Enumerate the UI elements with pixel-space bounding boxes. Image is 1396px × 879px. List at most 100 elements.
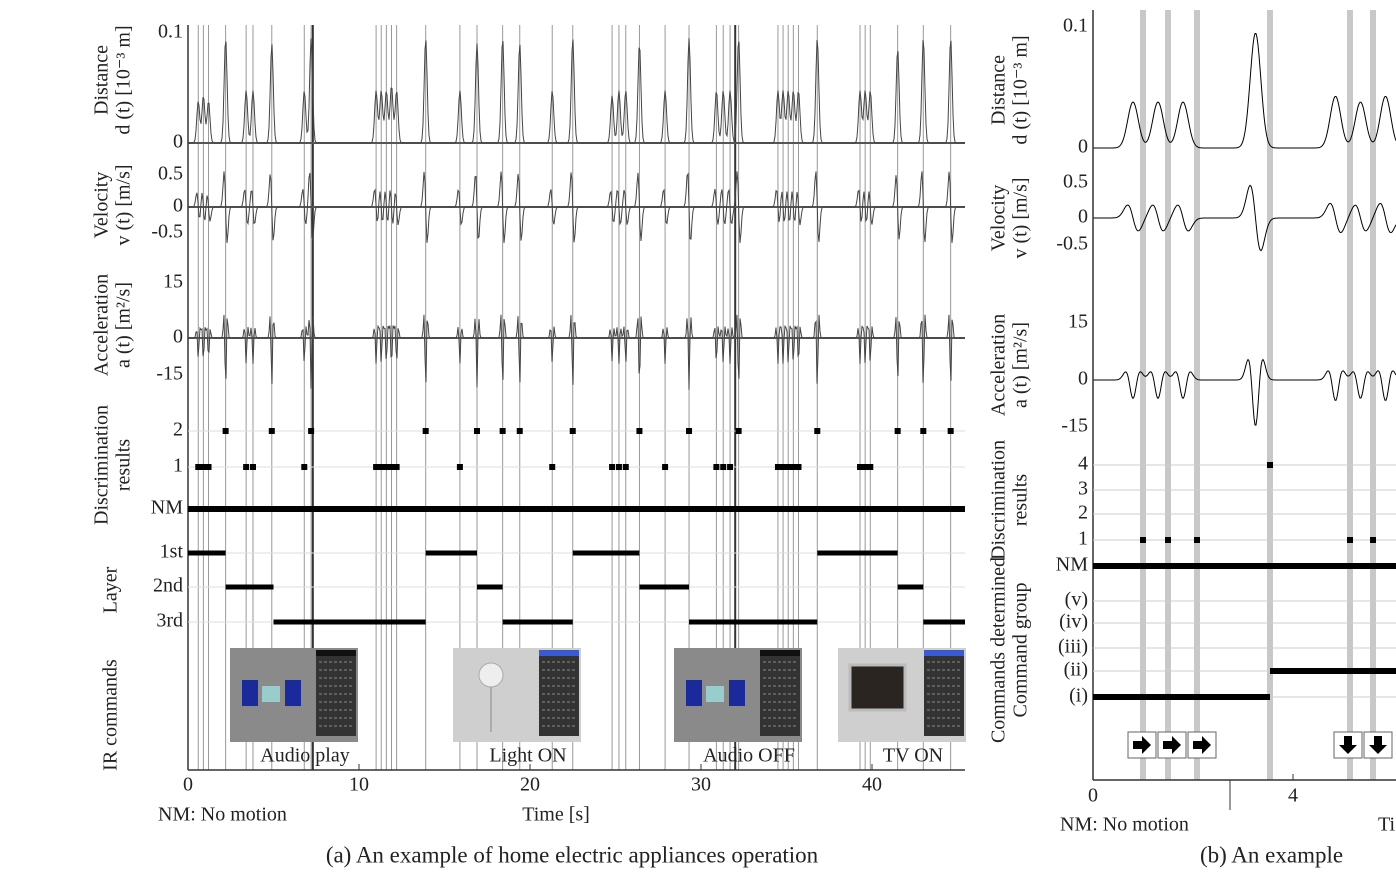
y-tick-label: -0.5 bbox=[1056, 233, 1088, 255]
x-label: Ti bbox=[1378, 814, 1396, 836]
y-tick-label: 2 bbox=[173, 419, 183, 441]
discrimination-dot bbox=[867, 464, 874, 470]
y-tick-label: 1st bbox=[160, 541, 184, 563]
caption: (b) An example bbox=[1200, 842, 1343, 867]
y-tick-label: 1 bbox=[173, 455, 183, 477]
row-title: Velocity bbox=[91, 172, 113, 239]
discrimination-dot bbox=[195, 464, 202, 470]
discrimination-dot bbox=[1194, 537, 1200, 543]
discrimination-dot bbox=[1267, 462, 1273, 468]
row-title: Acceleration bbox=[91, 274, 113, 376]
tv bbox=[848, 663, 907, 712]
remote-panel bbox=[760, 650, 800, 736]
note: NM: No motion bbox=[158, 804, 287, 826]
command-label: Light ON bbox=[489, 745, 566, 767]
discrimination-dot bbox=[249, 464, 256, 470]
discrimination-dot bbox=[378, 464, 385, 470]
y-tick-label: (iv) bbox=[1059, 611, 1088, 633]
y-tick-label: 2 bbox=[1078, 502, 1088, 524]
y-tick-label: 15 bbox=[1068, 311, 1088, 333]
discrimination-dot bbox=[720, 464, 727, 470]
remote-header bbox=[539, 650, 579, 656]
player bbox=[706, 686, 724, 702]
row-unit: Command group bbox=[1010, 583, 1032, 718]
x-tick-label: 0 bbox=[183, 774, 193, 796]
discrimination-dot bbox=[393, 464, 400, 470]
event-band bbox=[1165, 10, 1171, 780]
discrimination-dot bbox=[862, 464, 869, 470]
discrimination-dot bbox=[301, 464, 308, 470]
arrow bbox=[1193, 736, 1211, 754]
caption: (a) An example of home electric applianc… bbox=[326, 842, 819, 867]
player bbox=[262, 686, 280, 702]
y-tick-label: 15 bbox=[163, 271, 183, 293]
discrimination-dot bbox=[388, 464, 395, 470]
remote-header bbox=[924, 650, 964, 656]
row-title: Discrimination bbox=[91, 405, 113, 525]
x-label: Time [s] bbox=[522, 804, 590, 826]
discrimination-dot bbox=[200, 464, 207, 470]
y-tick-label: 4 bbox=[1078, 453, 1088, 475]
discrimination-dot bbox=[549, 464, 556, 470]
y-tick-label: -0.5 bbox=[151, 221, 183, 243]
discrimination-dot bbox=[609, 464, 616, 470]
row-title: Acceleration bbox=[988, 314, 1010, 416]
discrimination-dot bbox=[222, 428, 229, 434]
event-band bbox=[1347, 10, 1353, 780]
discrimination-dot bbox=[499, 428, 506, 434]
row-unit: results bbox=[113, 439, 135, 491]
discrimination-dot bbox=[814, 428, 821, 434]
y-tick-label: -15 bbox=[1061, 415, 1088, 437]
row-title: Distance bbox=[91, 45, 113, 115]
y-tick-label: 0 bbox=[173, 326, 183, 348]
y-tick-label: 0.5 bbox=[1063, 171, 1088, 193]
discrimination-dot bbox=[205, 464, 212, 470]
y-tick-label: 0 bbox=[173, 131, 183, 153]
bulb bbox=[478, 662, 504, 688]
event-band bbox=[1267, 10, 1273, 780]
acceleration-wave bbox=[1093, 358, 1396, 426]
x-tick-label: 40 bbox=[862, 774, 882, 796]
discrimination-dot bbox=[308, 428, 315, 434]
discrimination-dot bbox=[569, 428, 576, 434]
row-title: IR commands bbox=[100, 659, 122, 771]
discrimination-dot bbox=[1370, 537, 1376, 543]
discrimination-dot bbox=[947, 428, 954, 434]
discrimination-dot bbox=[774, 464, 781, 470]
event-band bbox=[1370, 10, 1376, 780]
row-unit: a (t) [m²/s] bbox=[113, 282, 135, 368]
discrimination-dot bbox=[920, 428, 927, 434]
command-label: Audio OFF bbox=[703, 745, 795, 767]
x-tick-label: 20 bbox=[520, 774, 540, 796]
y-tick-label: 0 bbox=[1078, 206, 1088, 228]
command-label: TV ON bbox=[883, 745, 943, 767]
row-unit: d (t) [10⁻³ m] bbox=[1010, 35, 1032, 144]
discrimination-dot bbox=[636, 428, 643, 434]
y-tick-label: -15 bbox=[156, 363, 183, 385]
speaker bbox=[242, 680, 258, 706]
x-tick-label: 0 bbox=[1088, 785, 1098, 807]
row-unit: a (t) [m²/s] bbox=[1010, 322, 1032, 408]
y-tick-label: 0 bbox=[173, 195, 183, 217]
y-tick-label: 0 bbox=[1078, 136, 1088, 158]
y-tick-label: (ii) bbox=[1064, 659, 1088, 681]
discrimination-dot bbox=[422, 428, 429, 434]
command-label: Audio play bbox=[260, 745, 349, 767]
discrimination-dot bbox=[622, 464, 629, 470]
row-title: Discrimination bbox=[988, 440, 1010, 560]
note: NM: No motion bbox=[1060, 814, 1189, 836]
row-unit: results bbox=[1010, 474, 1032, 526]
discrimination-dot bbox=[735, 428, 742, 434]
y-tick-label: (v) bbox=[1065, 589, 1088, 611]
row-unit: v (t) [m/s] bbox=[1010, 177, 1032, 258]
discrimination-dot bbox=[727, 464, 734, 470]
discrimination-dot bbox=[1140, 537, 1146, 543]
arrow bbox=[1163, 736, 1181, 754]
discrimination-dot bbox=[615, 464, 622, 470]
speaker bbox=[686, 680, 702, 706]
row-title: Velocity bbox=[988, 185, 1010, 252]
y-tick-label: 1 bbox=[1078, 528, 1088, 550]
y-tick-label: 3rd bbox=[156, 610, 183, 632]
discrimination-dot bbox=[857, 464, 864, 470]
remote-header bbox=[760, 650, 800, 656]
